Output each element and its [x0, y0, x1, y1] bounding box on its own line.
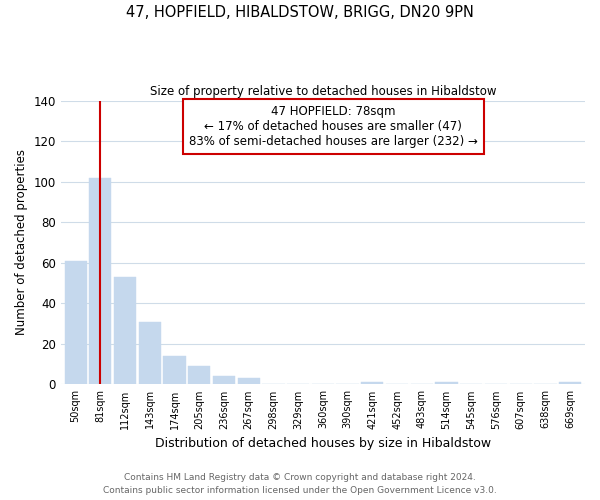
- Bar: [436, 382, 458, 384]
- Bar: [163, 356, 185, 384]
- Bar: [361, 382, 383, 384]
- Bar: [188, 366, 211, 384]
- Title: Size of property relative to detached houses in Hibaldstow: Size of property relative to detached ho…: [149, 85, 496, 98]
- Bar: [114, 277, 136, 384]
- Bar: [559, 382, 581, 384]
- Bar: [65, 260, 87, 384]
- Text: 47 HOPFIELD: 78sqm
← 17% of detached houses are smaller (47)
83% of semi-detache: 47 HOPFIELD: 78sqm ← 17% of detached hou…: [189, 105, 478, 148]
- Bar: [89, 178, 112, 384]
- Text: 47, HOPFIELD, HIBALDSTOW, BRIGG, DN20 9PN: 47, HOPFIELD, HIBALDSTOW, BRIGG, DN20 9P…: [126, 5, 474, 20]
- Text: Contains HM Land Registry data © Crown copyright and database right 2024.
Contai: Contains HM Land Registry data © Crown c…: [103, 473, 497, 495]
- Bar: [139, 322, 161, 384]
- X-axis label: Distribution of detached houses by size in Hibaldstow: Distribution of detached houses by size …: [155, 437, 491, 450]
- Y-axis label: Number of detached properties: Number of detached properties: [15, 150, 28, 336]
- Bar: [238, 378, 260, 384]
- Bar: [213, 376, 235, 384]
